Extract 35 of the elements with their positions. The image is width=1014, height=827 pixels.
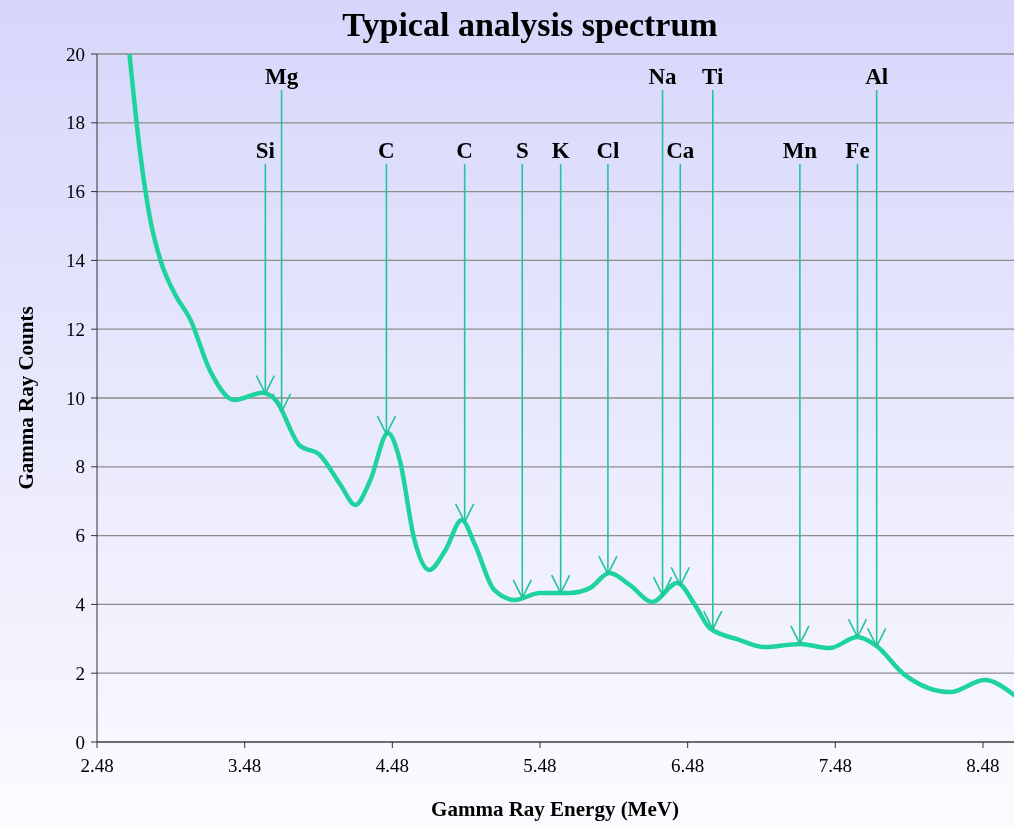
annotation: Na [648, 64, 678, 89]
y-tick-label: 4 [75, 594, 86, 616]
annotation: C [378, 138, 395, 163]
annotation: S [515, 138, 529, 163]
y-tick-label: 20 [66, 43, 85, 65]
y-tick-label: 0 [75, 731, 85, 753]
y-tick-label: 14 [66, 250, 86, 272]
y-tick-label: 18 [66, 112, 85, 134]
annotation: K [551, 138, 570, 163]
annotation: Fe [845, 138, 870, 163]
x-tick-label: 5.48 [523, 755, 557, 776]
y-tick-label: 2 [75, 662, 85, 684]
x-tick-label: 3.48 [228, 755, 262, 776]
x-tick-label: 6.48 [671, 755, 705, 776]
annotation: Ca [666, 138, 695, 163]
y-tick-label: 8 [75, 456, 85, 478]
y-tick-label: 10 [66, 387, 85, 409]
annotation: Ti [702, 64, 725, 89]
x-tick-label: 7.48 [818, 755, 852, 776]
annotation: C [456, 138, 473, 163]
x-axis-title: Gamma Ray Energy (MeV) [431, 797, 679, 821]
annotation: Mg [264, 64, 299, 89]
line-series [127, 54, 1014, 698]
annotation: Mn [782, 138, 818, 163]
y-tick-label: 12 [66, 318, 85, 340]
annotation: Si [255, 138, 276, 163]
chart-title: Typical analysis spectrum [342, 6, 718, 43]
y-tick-label: 6 [75, 525, 85, 547]
x-tick-label: 2.48 [80, 755, 114, 776]
x-tick-label: 8.48 [966, 755, 1000, 776]
y-tick-label: 16 [66, 181, 85, 203]
y-axis-title: Gamma Ray Counts [14, 306, 38, 490]
annotation: Al [865, 64, 889, 89]
x-tick-label: 4.48 [375, 755, 409, 776]
annotation: Cl [596, 138, 620, 163]
